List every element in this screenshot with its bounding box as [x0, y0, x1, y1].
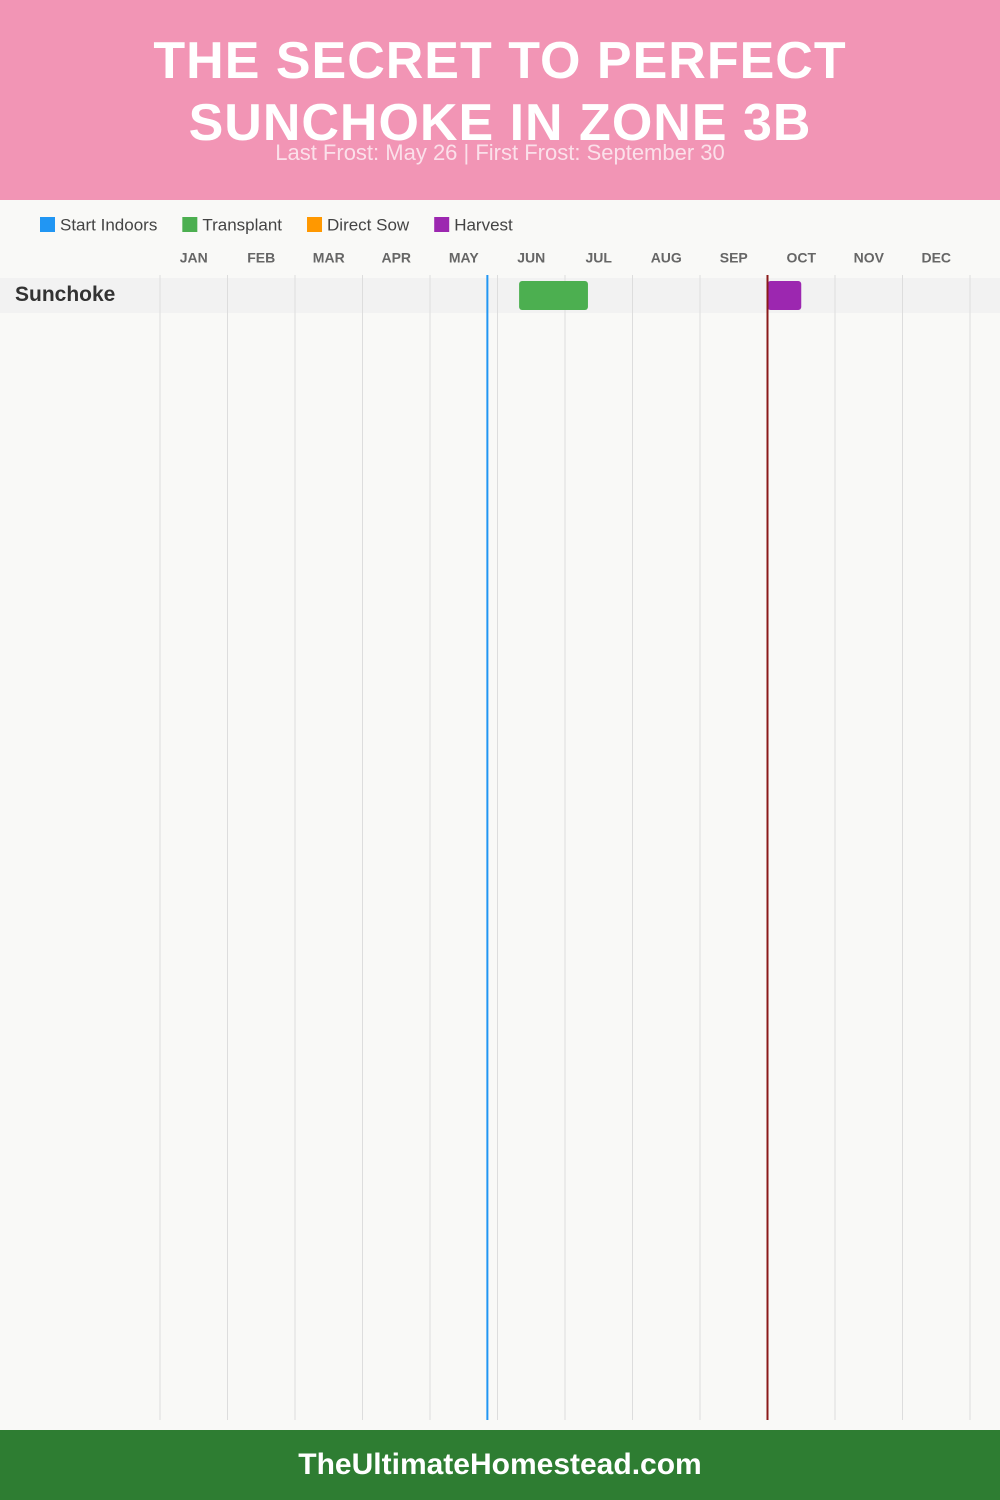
x-tick-label: MAR [313, 250, 345, 266]
row-label: Sunchoke [15, 283, 115, 306]
x-tick-label: NOV [854, 250, 885, 266]
legend-label: Harvest [454, 215, 513, 234]
legend-swatch [40, 217, 55, 232]
chart: JAN FEB MAR APR MAY JUN JUL AUG SEP OCT NOV DEC Sunc… [0, 215, 1000, 1420]
legend-swatch [182, 217, 198, 232]
header: THE SECRET TO PERFECT SUNCHOKE IN ZONE 3… [0, 0, 1000, 200]
x-tick-label: APR [381, 250, 411, 266]
chart-title: THE SECRET TO PERFECT SUNCHOKE IN ZONE 3… [153, 32, 847, 152]
legend-label: Direct Sow [327, 215, 410, 234]
footer: TheUltimateHomestead.com [0, 1430, 1000, 1500]
x-tick-label: MAY [449, 250, 479, 266]
bar [767, 281, 802, 310]
x-tick-label: JUN [517, 250, 545, 266]
x-tick-label: FEB [247, 250, 275, 266]
x-tick-label: AUG [651, 250, 682, 266]
x-tick-label: DEC [921, 250, 951, 266]
x-tick-label: JUL [586, 250, 613, 266]
row-band [0, 278, 1000, 313]
legend-swatch [307, 217, 323, 232]
chart-subtitle: Last Frost: May 26 | First Frost: Septem… [275, 140, 725, 165]
x-tick-label: SEP [720, 250, 748, 266]
legend-label: Transplant [202, 215, 282, 234]
legend-swatch [434, 217, 450, 232]
x-tick-label: JAN [180, 250, 208, 266]
bar [519, 281, 588, 310]
legend-label: Start Indoors [60, 215, 157, 234]
x-tick-label: OCT [786, 250, 816, 266]
